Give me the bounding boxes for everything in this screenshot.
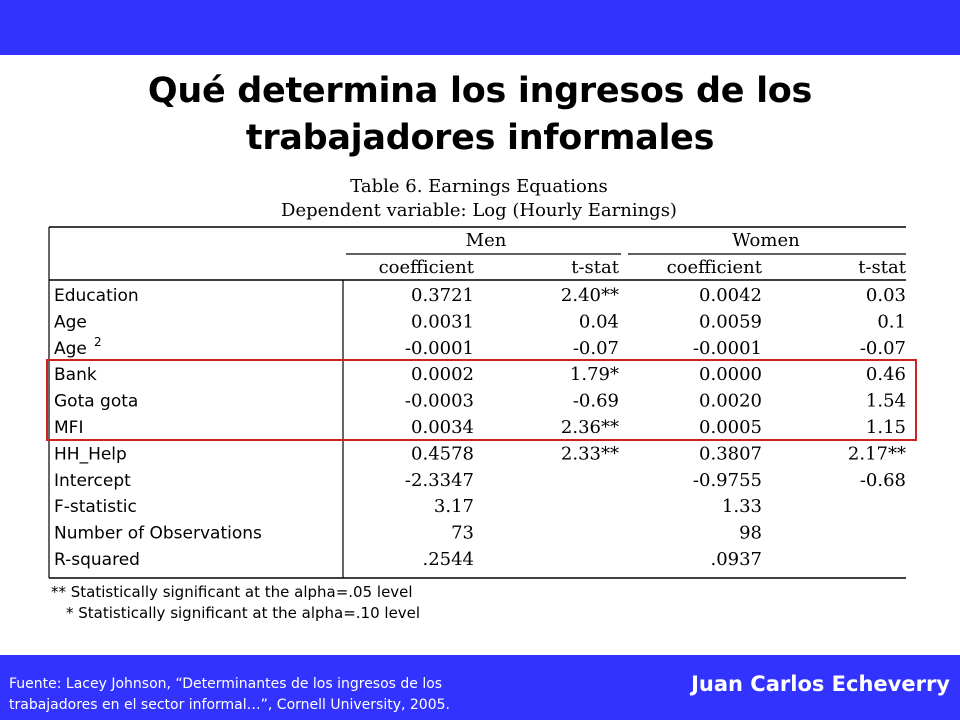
- cell-women-coefficient: 0.0005: [699, 417, 762, 438]
- cell-men-coefficient: 73: [451, 523, 474, 544]
- cell-women-coefficient: 0.0000: [699, 364, 762, 385]
- cell-men-coefficient: 0.0002: [411, 364, 474, 385]
- row-label: Age: [54, 339, 87, 359]
- cell-women-coefficient: 98: [739, 523, 762, 544]
- author-name: Juan Carlos Echeverry: [691, 672, 950, 696]
- cell-women-coefficient: -0.0001: [693, 338, 762, 359]
- cell-women-coefficient: -0.9755: [693, 470, 762, 491]
- cell-men-coefficient: 3.17: [434, 496, 474, 517]
- cell-women-t-stat: 1.54: [866, 391, 906, 412]
- table-row: Age 0.0031 0.04 0.0059 0.1: [54, 311, 906, 332]
- cell-women-coefficient: .0937: [710, 549, 762, 570]
- cell-men-t-stat: 2.36**: [561, 417, 619, 438]
- cell-women-coefficient: 0.0059: [699, 311, 762, 332]
- cell-women-coefficient: 0.3807: [699, 443, 762, 464]
- cell-women-t-stat: 0.03: [866, 285, 906, 306]
- source-line-1: Fuente: Lacey Johnson, “Determinantes de…: [9, 676, 443, 692]
- group-header-women: Women: [732, 230, 800, 251]
- column-header-men-t-stat: t-stat: [571, 257, 620, 278]
- table-body: Education 0.3721 2.40** 0.0042 0.03 Age 0.0031…: [54, 285, 906, 570]
- cell-women-coefficient: 0.0020: [699, 391, 762, 412]
- footnote-05-level: ** Statistically significant at the alph…: [51, 583, 413, 601]
- cell-men-coefficient: -0.0003: [405, 391, 474, 412]
- column-header-men-coefficient: coefficient: [379, 257, 475, 278]
- cell-men-coefficient: 0.0031: [411, 311, 474, 332]
- title-line-1: Qué determina los ingresos de los: [147, 71, 813, 111]
- row-label: R-squared: [54, 550, 140, 570]
- column-header-women-coefficient: coefficient: [667, 257, 763, 278]
- cell-men-t-stat: 0.04: [579, 311, 619, 332]
- table-row: Age 2 -0.0001 -0.07 -0.0001 -0.07: [54, 335, 906, 359]
- cell-men-coefficient: -2.3347: [405, 470, 474, 491]
- cell-women-t-stat: 2.17**: [848, 443, 906, 464]
- table-row: Number of Observations 73 98: [54, 523, 762, 544]
- cell-men-coefficient: -0.0001: [405, 338, 474, 359]
- cell-women-t-stat: 0.1: [877, 311, 906, 332]
- cell-women-t-stat: -0.07: [860, 338, 906, 359]
- cell-men-coefficient: 0.3721: [411, 285, 474, 306]
- row-label: Gota gota: [54, 392, 138, 412]
- table-row: HH_Help 0.4578 2.33** 0.3807 2.17**: [54, 443, 906, 464]
- cell-women-coefficient: 1.33: [722, 496, 762, 517]
- table-row: R-squared .2544 .0937: [54, 549, 762, 570]
- cell-men-t-stat: -0.07: [573, 338, 619, 359]
- top-bar: [0, 0, 960, 55]
- table-row: Bank 0.0002 1.79* 0.0000 0.46: [54, 364, 906, 385]
- table-caption-2: Dependent variable: Log (Hourly Earnings…: [281, 200, 677, 221]
- source-citation: Fuente: Lacey Johnson, “Determinantes de…: [9, 674, 569, 716]
- row-label: Number of Observations: [54, 524, 262, 544]
- column-header-women-t-stat: t-stat: [858, 257, 907, 278]
- footnote-10-level: * Statistically significant at the alpha…: [66, 604, 420, 622]
- earnings-table: Table 6. Earnings Equations Dependent va…: [46, 176, 917, 622]
- table-caption-1: Table 6. Earnings Equations: [350, 176, 607, 197]
- slide-title: Qué determina los ingresos de los trabaj…: [0, 68, 960, 162]
- group-header-men: Men: [466, 230, 507, 251]
- row-label: Bank: [54, 365, 97, 385]
- cell-women-t-stat: 0.46: [866, 364, 906, 385]
- table-row: MFI 0.0034 2.36** 0.0005 1.15: [54, 417, 906, 438]
- row-label: F-statistic: [54, 497, 137, 517]
- cell-men-t-stat: 2.33**: [561, 443, 619, 464]
- cell-men-coefficient: .2544: [422, 549, 474, 570]
- row-label-superscript: 2: [94, 335, 102, 349]
- bottom-bar: [0, 655, 960, 720]
- row-label: Age: [54, 312, 87, 332]
- highlight-box: [46, 359, 917, 441]
- table-row: Education 0.3721 2.40** 0.0042 0.03: [54, 285, 906, 306]
- row-label: HH_Help: [54, 444, 127, 464]
- cell-men-coefficient: 0.0034: [411, 417, 474, 438]
- table-row: F-statistic 3.17 1.33: [54, 496, 762, 517]
- table-row: Gota gota -0.0003 -0.69 0.0020 1.54: [54, 391, 906, 412]
- cell-men-t-stat: 2.40**: [561, 285, 619, 306]
- row-label: MFI: [54, 418, 83, 438]
- table-row: Intercept -2.3347 -0.9755 -0.68: [54, 470, 906, 491]
- title-line-2: trabajadores informales: [245, 118, 715, 158]
- cell-women-coefficient: 0.0042: [699, 285, 762, 306]
- row-label: Education: [54, 286, 139, 306]
- cell-men-t-stat: 1.79*: [570, 364, 619, 385]
- cell-men-coefficient: 0.4578: [411, 443, 474, 464]
- row-label: Intercept: [54, 471, 131, 491]
- cell-men-t-stat: -0.69: [573, 391, 619, 412]
- source-line-2: trabajadores en el sector informal…”, Co…: [9, 697, 450, 713]
- cell-women-t-stat: -0.68: [860, 470, 906, 491]
- cell-women-t-stat: 1.15: [866, 417, 906, 438]
